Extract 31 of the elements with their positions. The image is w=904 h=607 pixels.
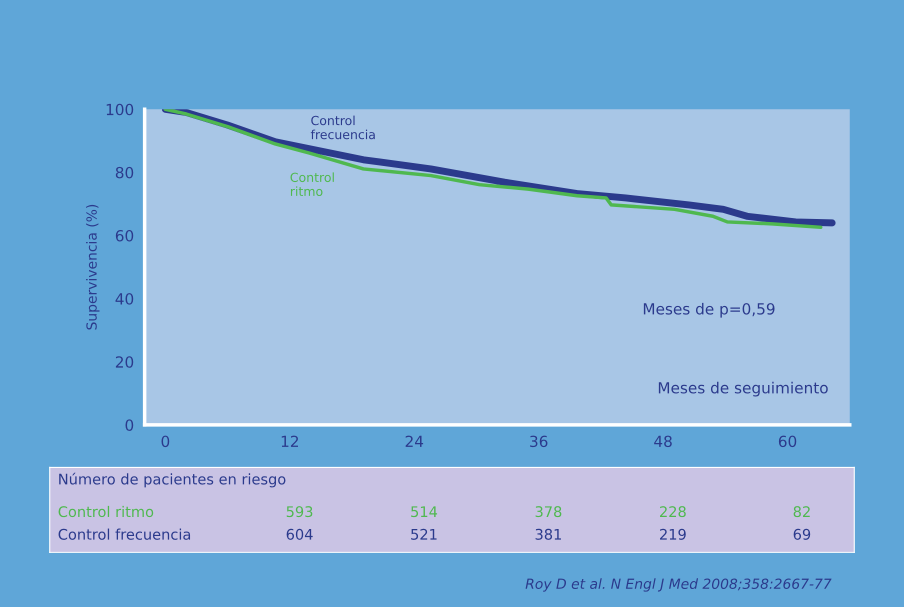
x-tick-label: 36 xyxy=(530,436,548,448)
series-label: Control frecuencia xyxy=(310,116,375,140)
text: Control frecuencia xyxy=(58,528,190,540)
text: 514 xyxy=(411,506,438,518)
text: 69 xyxy=(794,528,810,540)
text: 381 xyxy=(536,528,561,540)
x-axis-title: Meses de seguimiento xyxy=(658,382,828,397)
annotation: Meses de p=0,59 xyxy=(644,302,775,318)
y-tick-label: 80 xyxy=(116,166,134,178)
y-axis-title: Supervivencia (%) xyxy=(86,204,100,330)
text: 521 xyxy=(411,528,437,540)
text: 604 xyxy=(286,528,313,540)
text: 82 xyxy=(794,506,810,518)
y-tick-label: 0 xyxy=(126,419,134,431)
x-tick-label: 60 xyxy=(778,436,796,448)
text: 228 xyxy=(660,506,686,518)
text: 219 xyxy=(660,528,686,540)
y-tick-label: 20 xyxy=(116,356,134,368)
y-tick-label: 60 xyxy=(116,230,134,242)
text: 378 xyxy=(536,506,562,518)
text: 593 xyxy=(286,506,312,518)
y-tick-label: 40 xyxy=(116,293,134,305)
x-tick-label: 12 xyxy=(282,436,298,447)
x-tick-label: 24 xyxy=(406,436,424,447)
text: Roy D et al. N Engl J Med 2008;358:2667-77 xyxy=(526,578,832,592)
text: Número de pacientes en riesgo xyxy=(59,472,286,488)
series-label: Control ritmo xyxy=(290,172,334,196)
y-tick-label: 100 xyxy=(106,104,134,116)
text: Control ritmo xyxy=(58,506,154,518)
x-tick-label: 0 xyxy=(162,436,170,448)
x-tick-label: 48 xyxy=(654,436,672,448)
